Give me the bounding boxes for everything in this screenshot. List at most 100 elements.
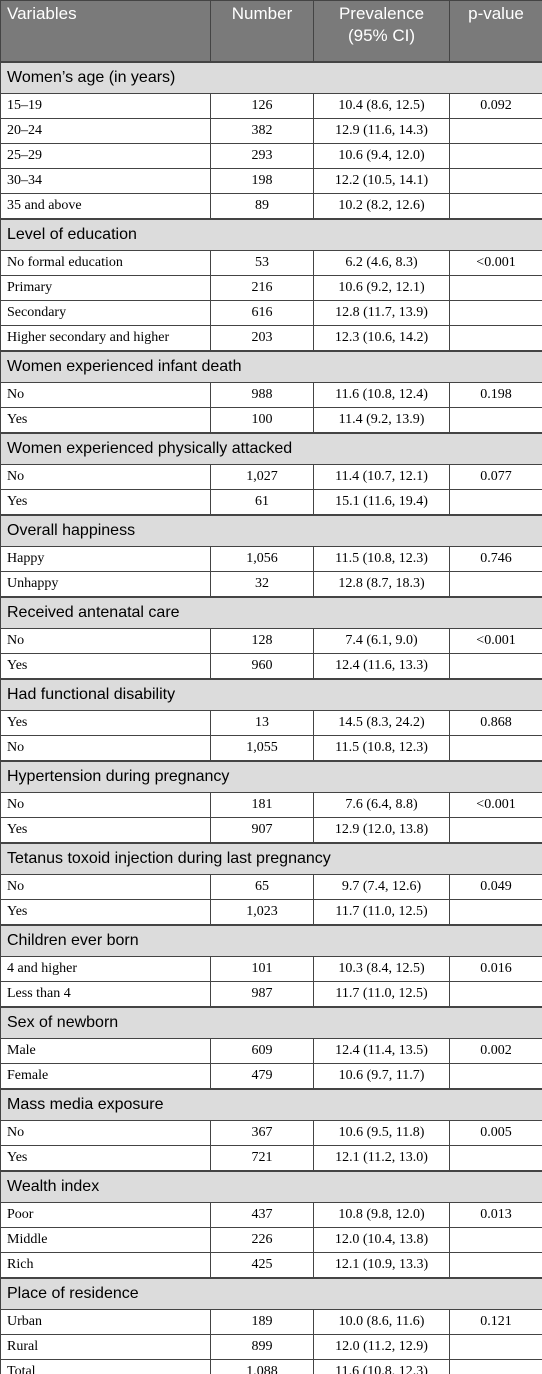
cell: 12.9 (12.0, 13.8) (313, 817, 450, 844)
empty-cell (449, 489, 542, 516)
cell: 10.4 (8.6, 12.5) (313, 93, 450, 119)
data-row: 20–24 382 12.9 (11.6, 14.3) (0, 118, 542, 144)
data-row: 4 and higher 101 10.3 (8.4, 12.5) 0.016 (0, 956, 542, 982)
cell: 10.8 (9.8, 12.0) (313, 1202, 450, 1228)
cell: 1,056 (210, 546, 314, 572)
section-row: Had functional disability (0, 678, 542, 711)
section-title: Wealth index (0, 1170, 542, 1203)
cell: 198 (210, 168, 314, 194)
cell: 12.1 (11.2, 13.0) (313, 1145, 450, 1172)
data-row: Rural 899 12.0 (11.2, 12.9) (0, 1334, 542, 1360)
cell: 1,027 (210, 464, 314, 490)
cell: 61 (210, 489, 314, 516)
section-row: Overall happiness (0, 514, 542, 547)
data-row: Middle 226 12.0 (10.4, 13.8) (0, 1227, 542, 1253)
section-row: Level of education (0, 218, 542, 251)
cell: 181 (210, 792, 314, 818)
empty-cell (449, 1145, 542, 1172)
empty-cell (449, 1063, 542, 1090)
section-row: Mass media exposure (0, 1088, 542, 1121)
cell: Yes (0, 489, 211, 516)
cell: 10.3 (8.4, 12.5) (313, 956, 450, 982)
cell: 0.002 (449, 1038, 542, 1064)
section-title: Children ever born (0, 924, 542, 957)
cell: 0.121 (449, 1309, 542, 1335)
cell: 987 (210, 981, 314, 1008)
data-row: 35 and above 89 10.2 (8.2, 12.6) (0, 193, 542, 220)
section-title: Received antenatal care (0, 596, 542, 629)
section-title: Hypertension during pregnancy (0, 760, 542, 793)
data-row: Unhappy 32 12.8 (8.7, 18.3) (0, 571, 542, 598)
cell: Higher secondary and higher (0, 325, 211, 352)
table-body: Women’s age (in years) 15–19 126 10.4 (8.6,… (0, 61, 542, 1374)
cell: Yes (0, 407, 211, 434)
empty-cell (449, 1359, 542, 1374)
cell: No (0, 874, 211, 900)
cell: 10.6 (9.7, 11.7) (313, 1063, 450, 1090)
cell: 12.4 (11.4, 13.5) (313, 1038, 450, 1064)
cell: 616 (210, 300, 314, 326)
section-row: Sex of newborn (0, 1006, 542, 1039)
data-row: Male 609 12.4 (11.4, 13.5) 0.002 (0, 1038, 542, 1064)
cell: No (0, 735, 211, 762)
empty-cell (449, 325, 542, 352)
cell: Primary (0, 275, 211, 301)
cell: 721 (210, 1145, 314, 1172)
empty-cell (449, 1227, 542, 1253)
cell: 126 (210, 93, 314, 119)
cell: 10.2 (8.2, 12.6) (313, 193, 450, 220)
data-row: Primary 216 10.6 (9.2, 12.1) (0, 275, 542, 301)
section-row: Women experienced infant death (0, 350, 542, 383)
empty-cell (449, 300, 542, 326)
empty-cell (449, 817, 542, 844)
cell: 899 (210, 1334, 314, 1360)
section-row: Women’s age (in years) (0, 61, 542, 94)
cell: Happy (0, 546, 211, 572)
cell: 32 (210, 571, 314, 598)
empty-cell (449, 1252, 542, 1279)
cell: 11.6 (10.8, 12.3) (313, 1359, 450, 1374)
data-row: Urban 189 10.0 (8.6, 11.6) 0.121 (0, 1309, 542, 1335)
cell: 20–24 (0, 118, 211, 144)
cell: Rich (0, 1252, 211, 1279)
data-row: Happy 1,056 11.5 (10.8, 12.3) 0.746 (0, 546, 542, 572)
data-row: Rich 425 12.1 (10.9, 13.3) (0, 1252, 542, 1279)
cell: 15–19 (0, 93, 211, 119)
section-title: Women’s age (in years) (0, 61, 542, 94)
data-row: No 181 7.6 (6.4, 8.8) <0.001 (0, 792, 542, 818)
cell: Unhappy (0, 571, 211, 598)
cell: 425 (210, 1252, 314, 1279)
cell: 4 and higher (0, 956, 211, 982)
data-row: Yes 1,023 11.7 (11.0, 12.5) (0, 899, 542, 926)
cell: 10.0 (8.6, 11.6) (313, 1309, 450, 1335)
data-row: Poor 437 10.8 (9.8, 12.0) 0.013 (0, 1202, 542, 1228)
data-row: Yes 721 12.1 (11.2, 13.0) (0, 1145, 542, 1172)
cell: 960 (210, 653, 314, 680)
cell: 12.8 (11.7, 13.9) (313, 300, 450, 326)
data-row: No 988 11.6 (10.8, 12.4) 0.198 (0, 382, 542, 408)
cell: 14.5 (8.3, 24.2) (313, 710, 450, 736)
section-row: Wealth index (0, 1170, 542, 1203)
cell: 30–34 (0, 168, 211, 194)
cell: 9.7 (7.4, 12.6) (313, 874, 450, 900)
cell: 0.049 (449, 874, 542, 900)
data-row: No 367 10.6 (9.5, 11.8) 0.005 (0, 1120, 542, 1146)
cell: Urban (0, 1309, 211, 1335)
cell: 89 (210, 193, 314, 220)
cell: 11.6 (10.8, 12.4) (313, 382, 450, 408)
section-title: Mass media exposure (0, 1088, 542, 1121)
data-row: Higher secondary and higher 203 12.3 (10.6… (0, 325, 542, 352)
empty-cell (449, 899, 542, 926)
data-row: Yes 100 11.4 (9.2, 13.9) (0, 407, 542, 434)
header-cell: p-value (449, 0, 542, 63)
cell: No (0, 464, 211, 490)
cell: 12.4 (11.6, 13.3) (313, 653, 450, 680)
data-row: Total 1,088 11.6 (10.8, 12.3) (0, 1359, 542, 1374)
cell: 11.7 (11.0, 12.5) (313, 899, 450, 926)
section-row: Tetanus toxoid injection during last pre… (0, 842, 542, 875)
cell: 1,088 (210, 1359, 314, 1374)
cell: 12.2 (10.5, 14.1) (313, 168, 450, 194)
cell: Less than 4 (0, 981, 211, 1008)
empty-cell (449, 981, 542, 1008)
